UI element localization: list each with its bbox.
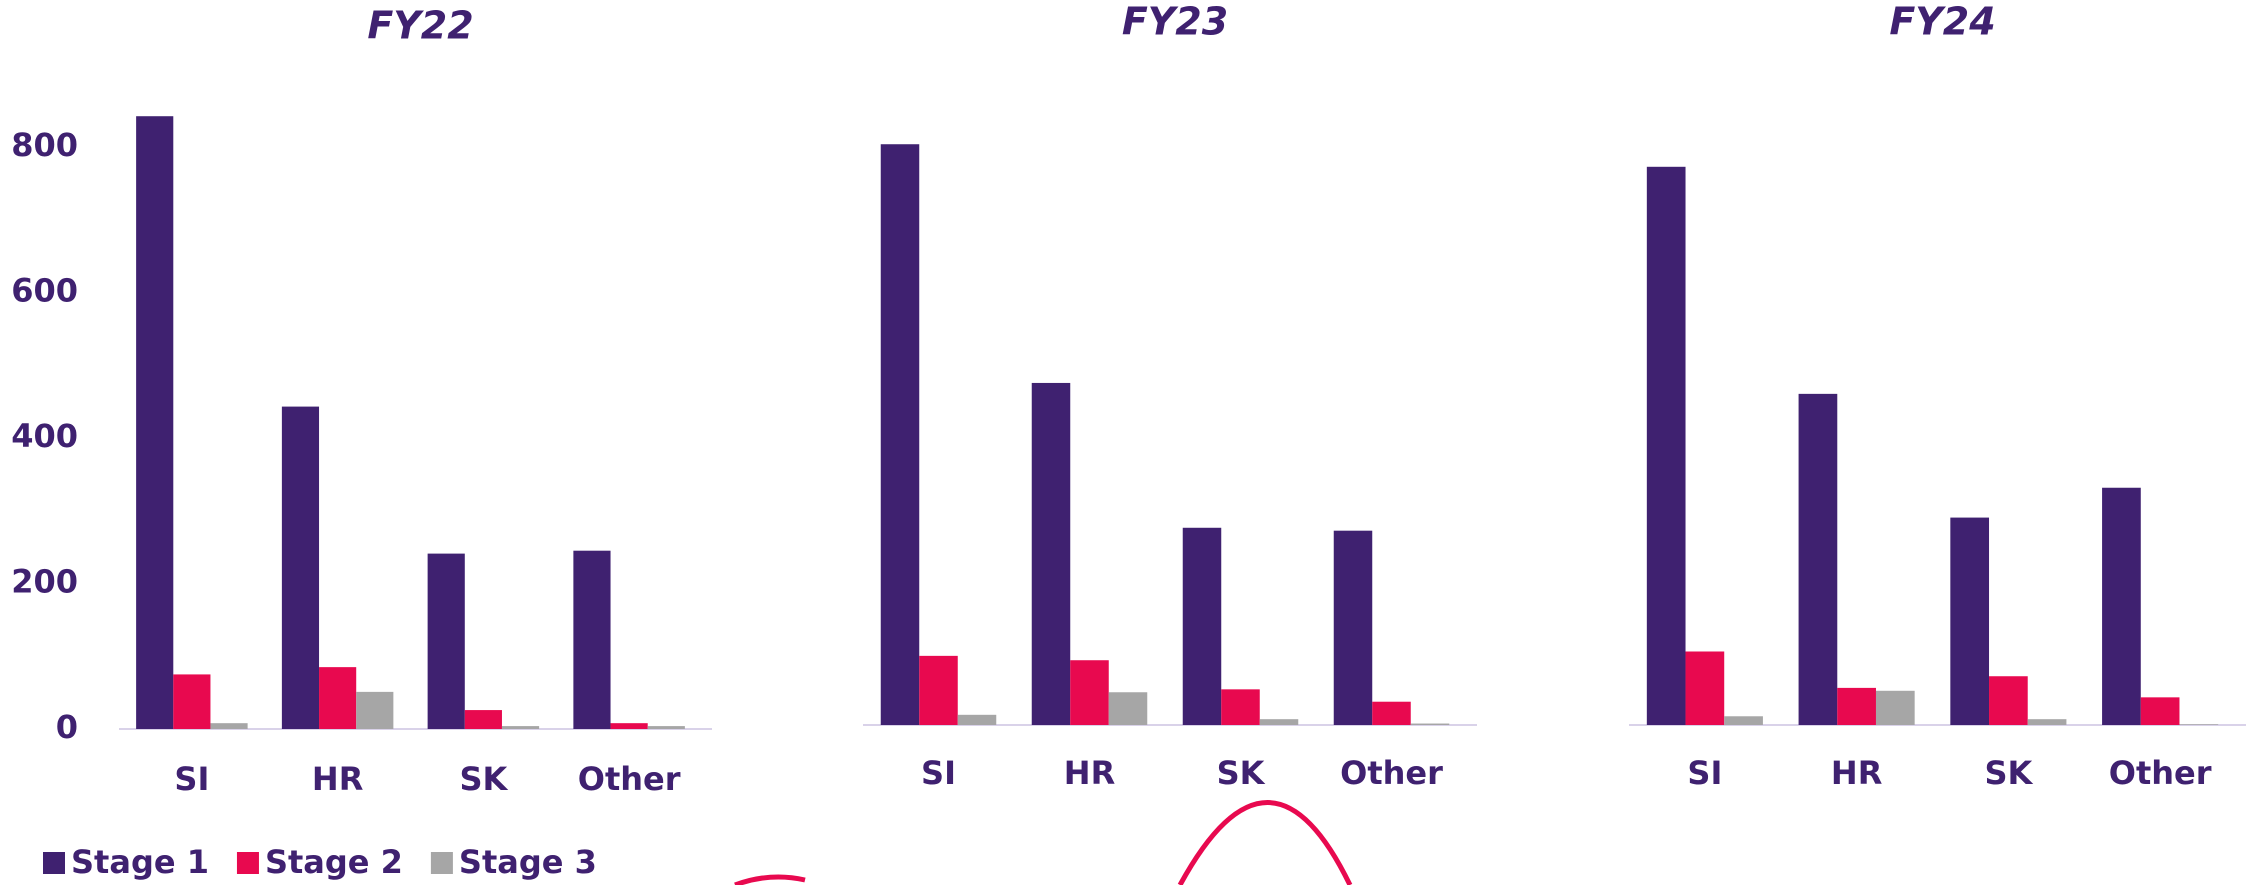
x-tick-label: SI xyxy=(921,754,956,792)
bar xyxy=(281,406,320,729)
chart-title: FY22 xyxy=(367,4,473,48)
bar xyxy=(1031,382,1071,725)
legend-swatch xyxy=(430,852,453,874)
bar xyxy=(1837,687,1876,725)
chart-title: FY24 xyxy=(1889,0,1995,44)
bar xyxy=(356,691,394,729)
x-tick-label: Other xyxy=(578,760,681,798)
bar xyxy=(1182,527,1222,725)
bar xyxy=(2102,487,2141,725)
bar xyxy=(1950,517,1990,725)
bar xyxy=(1108,692,1148,725)
bar xyxy=(2179,724,2219,725)
x-tick-label: HR xyxy=(312,760,363,798)
legend-swatch xyxy=(43,852,65,874)
y-tick-label: 200 xyxy=(11,562,78,600)
bar xyxy=(501,726,540,729)
bar xyxy=(919,655,958,725)
bar xyxy=(880,144,920,725)
bar xyxy=(2027,719,2067,725)
x-tick-label: HR xyxy=(1831,754,1882,792)
bar xyxy=(1410,723,1450,725)
bar xyxy=(1798,393,1838,725)
bar xyxy=(1685,651,1725,725)
chart-title: FY23 xyxy=(1122,0,1228,44)
bar xyxy=(1646,166,1686,726)
x-tick-label: SK xyxy=(1217,754,1266,792)
bar xyxy=(1070,660,1109,725)
y-tick-label: 600 xyxy=(11,271,78,309)
y-tick-label: 400 xyxy=(11,417,78,455)
bar xyxy=(1372,701,1411,725)
bar xyxy=(1989,676,2028,725)
legend-label: Stage 2 xyxy=(265,843,403,881)
bar xyxy=(1333,530,1373,725)
bar xyxy=(136,116,174,729)
bar xyxy=(2140,697,2180,725)
bar xyxy=(319,667,357,729)
x-tick-label: Other xyxy=(1340,754,1443,792)
bar xyxy=(173,674,211,729)
x-tick-label: HR xyxy=(1064,754,1115,792)
x-tick-label: SI xyxy=(1687,754,1722,792)
x-tick-label: SK xyxy=(459,760,508,798)
bar xyxy=(647,726,685,729)
bar xyxy=(573,550,611,729)
bar xyxy=(1221,689,1260,725)
bar xyxy=(610,723,648,729)
bar xyxy=(957,714,997,725)
bar xyxy=(1259,719,1299,725)
bar xyxy=(210,723,248,729)
x-tick-label: SK xyxy=(1984,754,2033,792)
y-tick-label: 0 xyxy=(56,708,78,746)
x-tick-label: SI xyxy=(174,760,209,798)
bar xyxy=(1875,690,1915,725)
legend-swatch xyxy=(236,852,259,874)
decor-curve xyxy=(734,874,806,885)
bar xyxy=(1724,716,1763,725)
legend-label: Stage 1 xyxy=(71,843,209,881)
bar xyxy=(427,553,465,729)
decor-curve xyxy=(1177,800,1353,885)
y-tick-label: 800 xyxy=(11,126,78,164)
x-tick-label: Other xyxy=(2109,754,2212,792)
bar xyxy=(464,710,502,729)
legend-label: Stage 3 xyxy=(459,843,597,881)
